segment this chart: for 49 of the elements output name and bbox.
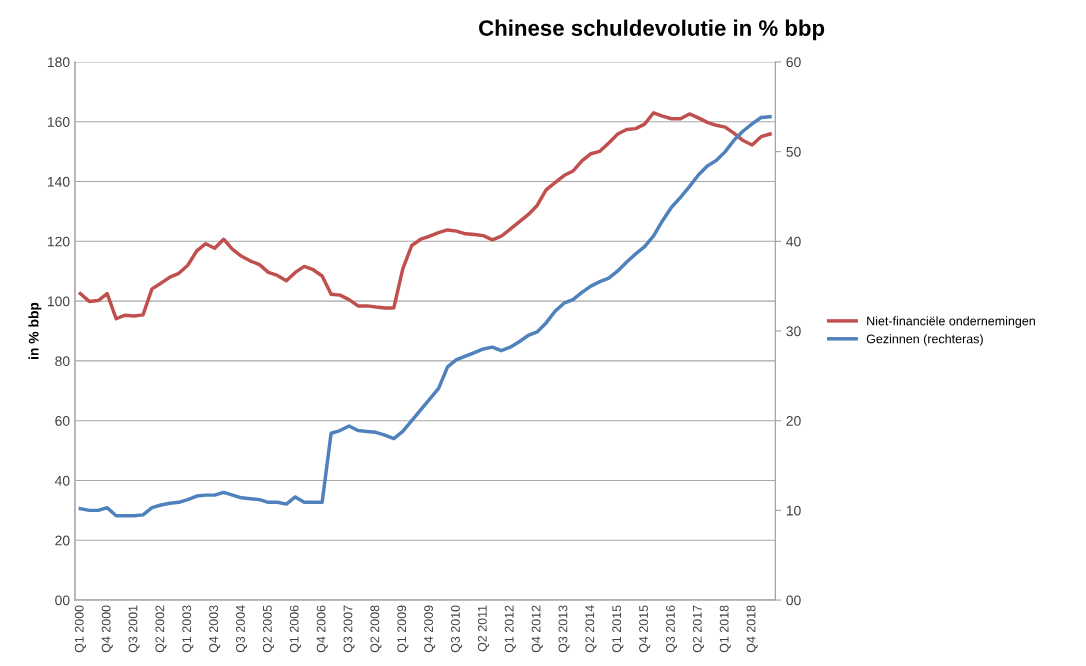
y2-tick-label: 00 <box>786 595 801 606</box>
y2-tick-label: 10 <box>786 505 801 516</box>
y2-tick-label: 30 <box>786 326 801 337</box>
y-tick-label: 00 <box>55 595 70 606</box>
y2-tick-label: 50 <box>786 146 801 157</box>
x-tick-label: Q4 2006 <box>316 605 328 653</box>
x-tick-label: Q4 2015 <box>639 605 651 653</box>
x-tick-label: Q1 2009 <box>397 605 409 653</box>
x-tick-label: Q1 2015 <box>612 605 624 653</box>
y-tick-label: 80 <box>55 356 70 367</box>
x-tick-label: Q1 2003 <box>182 605 194 653</box>
y-tick-label: 140 <box>47 176 70 187</box>
x-tick-label: Q4 2000 <box>101 605 113 653</box>
x-tick-label: Q3 2007 <box>343 605 355 653</box>
y2-tick-label: 60 <box>786 57 801 68</box>
x-tick-label: Q2 2014 <box>585 605 597 653</box>
x-tick-label: Q1 2006 <box>289 605 301 653</box>
x-tick-label: Q3 2010 <box>451 605 463 653</box>
x-tick-label: Q2 2017 <box>692 605 704 653</box>
x-tick-label: Q3 2013 <box>558 605 570 653</box>
y-tick-label: 100 <box>47 296 70 307</box>
chart-title: Chinese schuldevolutie in % bbp <box>479 19 825 41</box>
x-tick-label: Q2 2011 <box>477 605 489 652</box>
x-tick-label: Q3 2016 <box>666 605 678 653</box>
y-tick-label: 40 <box>54 475 70 486</box>
x-tick-label: Q4 2003 <box>209 605 221 653</box>
legend-label: Gezinnen (rechteras) <box>866 334 983 346</box>
y-tick-label: 180 <box>47 57 70 68</box>
x-tick-label: Q4 2018 <box>746 605 758 653</box>
x-tick-label: Q1 2000 <box>74 605 86 653</box>
y-tick-label: 160 <box>47 117 70 127</box>
y2-tick-label: 20 <box>786 416 801 426</box>
x-tick-label: Q1 2018 <box>719 605 731 653</box>
line-series <box>78 111 772 321</box>
x-tick-label: Q2 2002 <box>155 605 167 653</box>
x-tick-label: Q4 2012 <box>531 605 543 653</box>
y-tick-label: 60 <box>55 416 70 426</box>
x-tick-label: Q3 2001 <box>128 605 140 653</box>
x-tick-label: Q3 2004 <box>236 605 248 653</box>
line-series <box>78 114 772 518</box>
y-axis-title: in % bbp <box>28 302 42 359</box>
x-tick-label: Q4 2009 <box>424 605 436 653</box>
y-tick-label: 120 <box>47 236 70 247</box>
x-tick-label: Q2 2008 <box>370 605 382 653</box>
x-tick-label: Q1 2012 <box>504 605 516 653</box>
x-tick-label: Q2 2005 <box>262 605 275 653</box>
y2-tick-label: 40 <box>786 236 801 247</box>
legend-label: Niet-financiële ondernemingen <box>867 316 1035 328</box>
y-tick-label: 20 <box>55 535 70 546</box>
